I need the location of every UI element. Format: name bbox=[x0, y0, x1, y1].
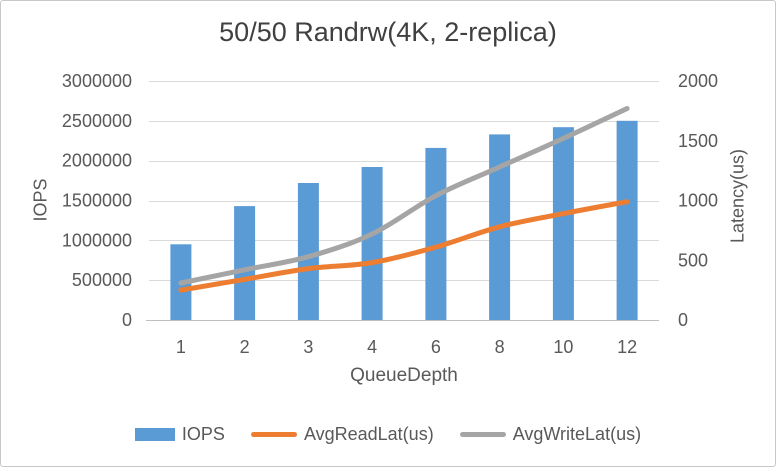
right-tick-2000: 2000 bbox=[678, 71, 718, 91]
line-AvgWriteLat(us) bbox=[178, 106, 630, 286]
legend: IOPS AvgReadLat(us) AvgWriteLat(us) bbox=[1, 423, 775, 445]
left-tick-500000: 500000 bbox=[72, 270, 132, 290]
x-tick-2: 2 bbox=[240, 337, 250, 357]
x-tick-4: 4 bbox=[367, 337, 377, 357]
bar-IOPS-qd12 bbox=[616, 120, 638, 320]
left-tick-1500000: 1500000 bbox=[62, 191, 132, 211]
left-tick-3000000: 3000000 bbox=[62, 71, 132, 91]
legend-item-AvgReadLat(us): AvgReadLat(us) bbox=[250, 423, 434, 445]
x-tick-6: 6 bbox=[431, 337, 441, 357]
legend-swatch-AvgReadLat(us) bbox=[250, 431, 297, 437]
x-axis-title: QueueDepth bbox=[350, 365, 458, 386]
left-tick-1000000: 1000000 bbox=[62, 230, 132, 250]
left-tick-0: 0 bbox=[122, 310, 132, 330]
line-AvgReadLat(us) bbox=[178, 199, 630, 293]
x-tick-8: 8 bbox=[495, 337, 505, 357]
chart-title: 50/50 Randrw(4K, 2-replica) bbox=[219, 17, 557, 47]
left-tick-2000000: 2000000 bbox=[62, 151, 132, 171]
x-tick-1: 1 bbox=[176, 337, 186, 357]
legend-label-AvgReadLat(us): AvgReadLat(us) bbox=[303, 423, 434, 444]
right-tick-500: 500 bbox=[678, 250, 708, 270]
legend-label-IOPS: IOPS bbox=[181, 423, 225, 444]
x-tick-3: 3 bbox=[303, 337, 313, 357]
bar-IOPS-qd6 bbox=[425, 147, 447, 320]
legend-label-AvgWriteLat(us): AvgWriteLat(us) bbox=[512, 423, 642, 444]
bar-IOPS-qd2 bbox=[234, 206, 256, 320]
legend-item-AvgWriteLat(us): AvgWriteLat(us) bbox=[459, 423, 642, 445]
legend-swatch-IOPS bbox=[134, 427, 175, 441]
bar-IOPS-qd4 bbox=[361, 167, 383, 320]
bar-IOPS-qd10 bbox=[552, 127, 574, 320]
right-tick-0: 0 bbox=[678, 310, 688, 330]
right-tick-1500: 1500 bbox=[678, 131, 718, 151]
x-tick-10: 10 bbox=[553, 337, 573, 357]
right-tick-1000: 1000 bbox=[678, 191, 718, 211]
bar-IOPS-qd3 bbox=[297, 183, 319, 320]
x-tick-12: 12 bbox=[617, 337, 637, 357]
legend-item-IOPS: IOPS bbox=[134, 423, 225, 445]
legend-swatch-AvgWriteLat(us) bbox=[459, 431, 506, 437]
left-tick-2500000: 2500000 bbox=[62, 111, 132, 131]
right-axis-title: Latency(us) bbox=[727, 148, 748, 244]
left-axis-title: IOPS bbox=[30, 178, 51, 222]
